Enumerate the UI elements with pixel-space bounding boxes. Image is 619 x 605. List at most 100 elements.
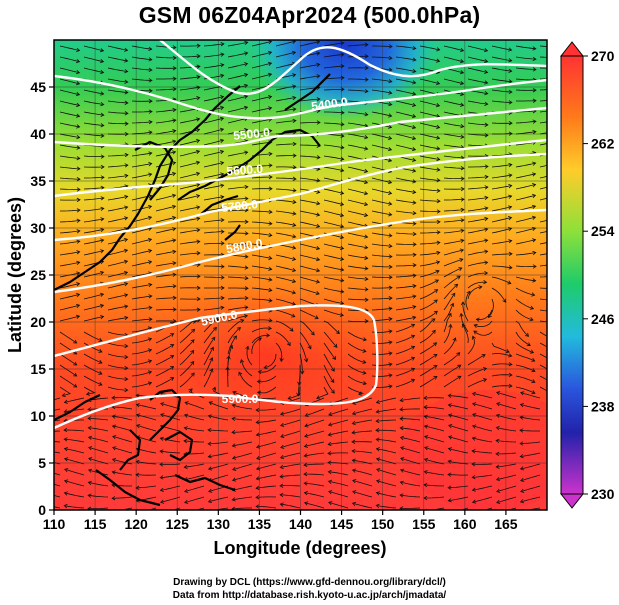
streamline bbox=[448, 485, 469, 489]
streamline-arrowhead bbox=[279, 502, 284, 507]
streamline-arrowhead bbox=[40, 440, 43, 444]
streamline-arrowhead bbox=[508, 47, 513, 52]
streamline-arrowhead bbox=[303, 462, 308, 467]
streamline-arrowhead bbox=[532, 250, 537, 256]
contour-label: 5500.0 bbox=[233, 125, 271, 143]
streamline-arrowhead bbox=[532, 129, 537, 135]
streamline bbox=[227, 74, 248, 80]
streamline bbox=[107, 217, 128, 223]
streamline bbox=[275, 221, 296, 226]
streamline bbox=[227, 198, 248, 201]
streamline-arrowhead bbox=[519, 454, 524, 459]
streamline bbox=[515, 287, 535, 296]
streamline-arrowhead bbox=[556, 194, 559, 198]
streamline-arrowhead bbox=[557, 298, 560, 302]
streamline bbox=[208, 463, 229, 470]
streamline-arrowhead bbox=[75, 303, 81, 308]
streamline-arrowhead bbox=[147, 204, 153, 209]
streamline bbox=[515, 364, 536, 372]
streamline bbox=[251, 298, 272, 302]
streamline-arrowhead bbox=[85, 391, 91, 396]
streamline bbox=[179, 206, 200, 212]
streamline-arrowhead bbox=[236, 326, 241, 331]
streamline-arrowhead bbox=[172, 261, 177, 266]
streamline-arrowhead bbox=[340, 256, 345, 261]
streamline-arrowhead bbox=[292, 165, 297, 170]
streamline bbox=[63, 429, 85, 432]
streamline bbox=[54, 506, 61, 509]
streamline bbox=[395, 379, 415, 388]
streamline-arrowhead bbox=[219, 105, 225, 111]
streamline-arrowhead bbox=[87, 480, 92, 485]
streamline-arrowhead bbox=[171, 215, 177, 221]
streamline-arrowhead bbox=[399, 398, 404, 403]
streamline bbox=[328, 471, 349, 476]
streamline-arrowhead bbox=[220, 73, 225, 78]
streamline bbox=[395, 111, 416, 118]
streamline-arrowhead bbox=[244, 62, 249, 67]
streamline-arrowhead bbox=[412, 168, 417, 173]
streamline-arrowhead bbox=[363, 168, 369, 174]
streamline bbox=[203, 219, 224, 223]
streamline bbox=[467, 197, 488, 201]
streamline-arrowhead bbox=[184, 488, 189, 493]
streamline bbox=[280, 408, 301, 415]
streamline bbox=[491, 153, 512, 157]
streamline-arrowhead bbox=[482, 378, 488, 383]
streamline-arrowhead bbox=[98, 348, 103, 353]
streamline bbox=[400, 437, 421, 443]
streamline bbox=[443, 133, 464, 138]
streamline bbox=[515, 184, 536, 190]
streamline bbox=[112, 415, 133, 421]
streamline bbox=[107, 375, 128, 380]
streamline bbox=[419, 188, 440, 192]
streamline bbox=[155, 119, 176, 124]
streamline-arrowhead bbox=[172, 66, 177, 71]
streamline bbox=[491, 265, 512, 269]
streamline bbox=[231, 507, 252, 510]
streamline bbox=[299, 75, 320, 80]
streamline-arrowhead bbox=[531, 390, 536, 395]
streamline bbox=[465, 291, 471, 311]
streamline bbox=[323, 199, 344, 206]
streamline-arrowhead bbox=[195, 182, 201, 188]
streamline-arrowhead bbox=[148, 172, 153, 177]
streamline bbox=[131, 371, 152, 377]
streamline bbox=[304, 441, 325, 447]
streamline-arrowhead bbox=[195, 149, 201, 154]
streamline-arrowhead bbox=[484, 164, 489, 169]
streamline-arrowhead bbox=[220, 183, 225, 188]
streamline-arrowhead bbox=[505, 349, 510, 354]
streamline bbox=[424, 436, 445, 443]
streamline-arrowhead bbox=[279, 483, 284, 488]
streamline bbox=[419, 279, 439, 289]
streamline bbox=[443, 303, 454, 322]
streamline bbox=[59, 133, 80, 138]
streamline-arrowhead bbox=[358, 391, 363, 396]
streamline bbox=[400, 457, 421, 465]
streamline bbox=[395, 45, 416, 49]
streamline bbox=[59, 56, 80, 63]
streamline bbox=[304, 430, 325, 437]
streamline bbox=[323, 287, 344, 293]
y-tick-label: 5 bbox=[38, 455, 46, 471]
streamline bbox=[376, 419, 397, 422]
streamline-arrowhead bbox=[196, 251, 201, 256]
streamline bbox=[443, 284, 458, 300]
streamline bbox=[83, 229, 104, 234]
streamline bbox=[179, 252, 200, 256]
streamline-arrowhead bbox=[100, 196, 105, 201]
streamline bbox=[83, 56, 104, 63]
streamline-arrowhead bbox=[64, 468, 69, 473]
streamline-arrowhead bbox=[483, 279, 488, 285]
streamline bbox=[400, 418, 421, 421]
streamline-arrowhead bbox=[508, 173, 513, 178]
streamline bbox=[419, 299, 438, 311]
streamline-arrowhead bbox=[184, 499, 189, 504]
streamline bbox=[371, 188, 392, 194]
streamline-arrowhead bbox=[159, 487, 164, 492]
streamline bbox=[491, 228, 512, 234]
streamline-arrowhead bbox=[399, 480, 404, 485]
streamline bbox=[352, 480, 373, 487]
streamline-arrowhead bbox=[475, 317, 480, 322]
